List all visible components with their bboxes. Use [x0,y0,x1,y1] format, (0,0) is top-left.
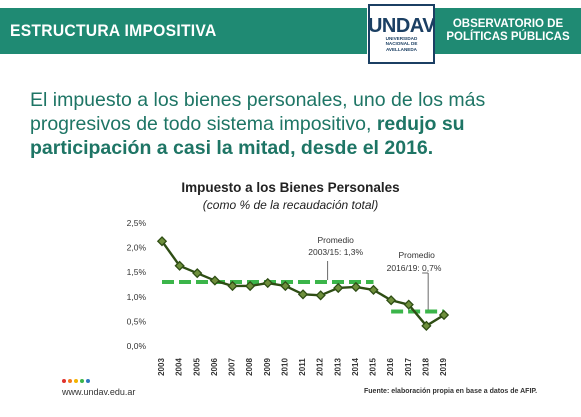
y-tick-label: 2,0% [127,243,147,253]
x-tick-label: 2008 [245,358,254,376]
y-tick-label: 2,5% [127,218,147,228]
average-label: Promedio [317,235,354,245]
x-tick-label: 2005 [192,358,201,376]
x-tick-label: 2018 [421,358,430,376]
data-point [350,281,361,293]
x-tick-label: 2016 [386,358,395,376]
data-point [245,280,256,292]
average-label: Promedio [398,250,435,260]
x-tick-label: 2004 [175,358,184,376]
chart-subtitle: (como % de la recaudación total) [202,198,379,212]
brand-dot [62,379,66,383]
x-tick-label: 2012 [316,358,325,376]
brand-dot [74,379,78,383]
y-tick-label: 1,5% [127,267,147,277]
x-tick-label: 2009 [263,358,272,376]
observatory-line-2: POLÍTICAS PÚBLICAS [446,31,570,43]
website-url: www.undav.edu.ar [62,387,136,397]
header-banner: ESTRUCTURA IMPOSITIVA UNDAV UNIVERSIDAD … [0,0,581,73]
x-tick-label: 2010 [280,358,289,376]
y-tick-label: 0,5% [127,316,147,326]
brand-dot [86,379,90,383]
x-tick-label: 2015 [369,358,378,376]
data-point [262,277,273,289]
source-note: Fuente: elaboración propia en base a dat… [364,388,538,395]
brand-dot [68,379,72,383]
y-tick-label: 1,0% [127,292,147,302]
x-tick-label: 2006 [210,358,219,376]
observatory-line-1: OBSERVATORIO DE [452,18,564,30]
data-point [209,275,220,286]
average-label: 2003/15: 1,3% [308,247,363,257]
undav-logo: UNDAV UNIVERSIDAD NACIONAL DE AVELLANEDA [367,4,436,64]
data-point [438,309,450,321]
data-point [156,236,168,247]
brand-dot [80,379,84,383]
observatory-bar: OBSERVATORIO DE POLÍTICAS PÚBLICAS [435,8,581,54]
average-label: 2016/19: 0,7% [387,263,442,273]
data-point [403,299,414,310]
data-point [333,282,344,294]
data-point [174,260,185,271]
headline-emphasis: redujo su participación a casi la mitad,… [30,113,465,159]
data-point [227,280,238,292]
chart-title: Impuesto a los Bienes Personales [181,180,400,195]
brand-dots [62,379,90,383]
data-point [368,284,379,296]
headline: El impuesto a los bienes personales, uno… [30,88,570,160]
logo-mark: UNDAV [367,14,436,37]
x-tick-label: 2007 [228,358,237,376]
section-title-bar: ESTRUCTURA IMPOSITIVA [0,8,367,54]
x-tick-label: 2014 [351,358,360,376]
y-tick-label: 0,0% [127,341,147,351]
x-tick-label: 2013 [333,358,342,376]
logo-subtext: UNIVERSIDAD NACIONAL DE AVELLANEDA [385,35,418,52]
x-tick-label: 2011 [298,358,307,376]
data-point [192,268,203,279]
data-point [386,295,397,306]
x-tick-label: 2019 [439,358,448,376]
data-point [421,320,432,331]
x-tick-label: 2017 [404,358,413,376]
data-point [315,290,326,301]
x-tick-label: 2003 [157,358,166,376]
section-title: ESTRUCTURA IMPOSITIVA [10,21,217,40]
data-point [297,289,309,300]
headline-text: El impuesto a los bienes personales, uno… [30,89,486,135]
data-point [280,280,291,292]
